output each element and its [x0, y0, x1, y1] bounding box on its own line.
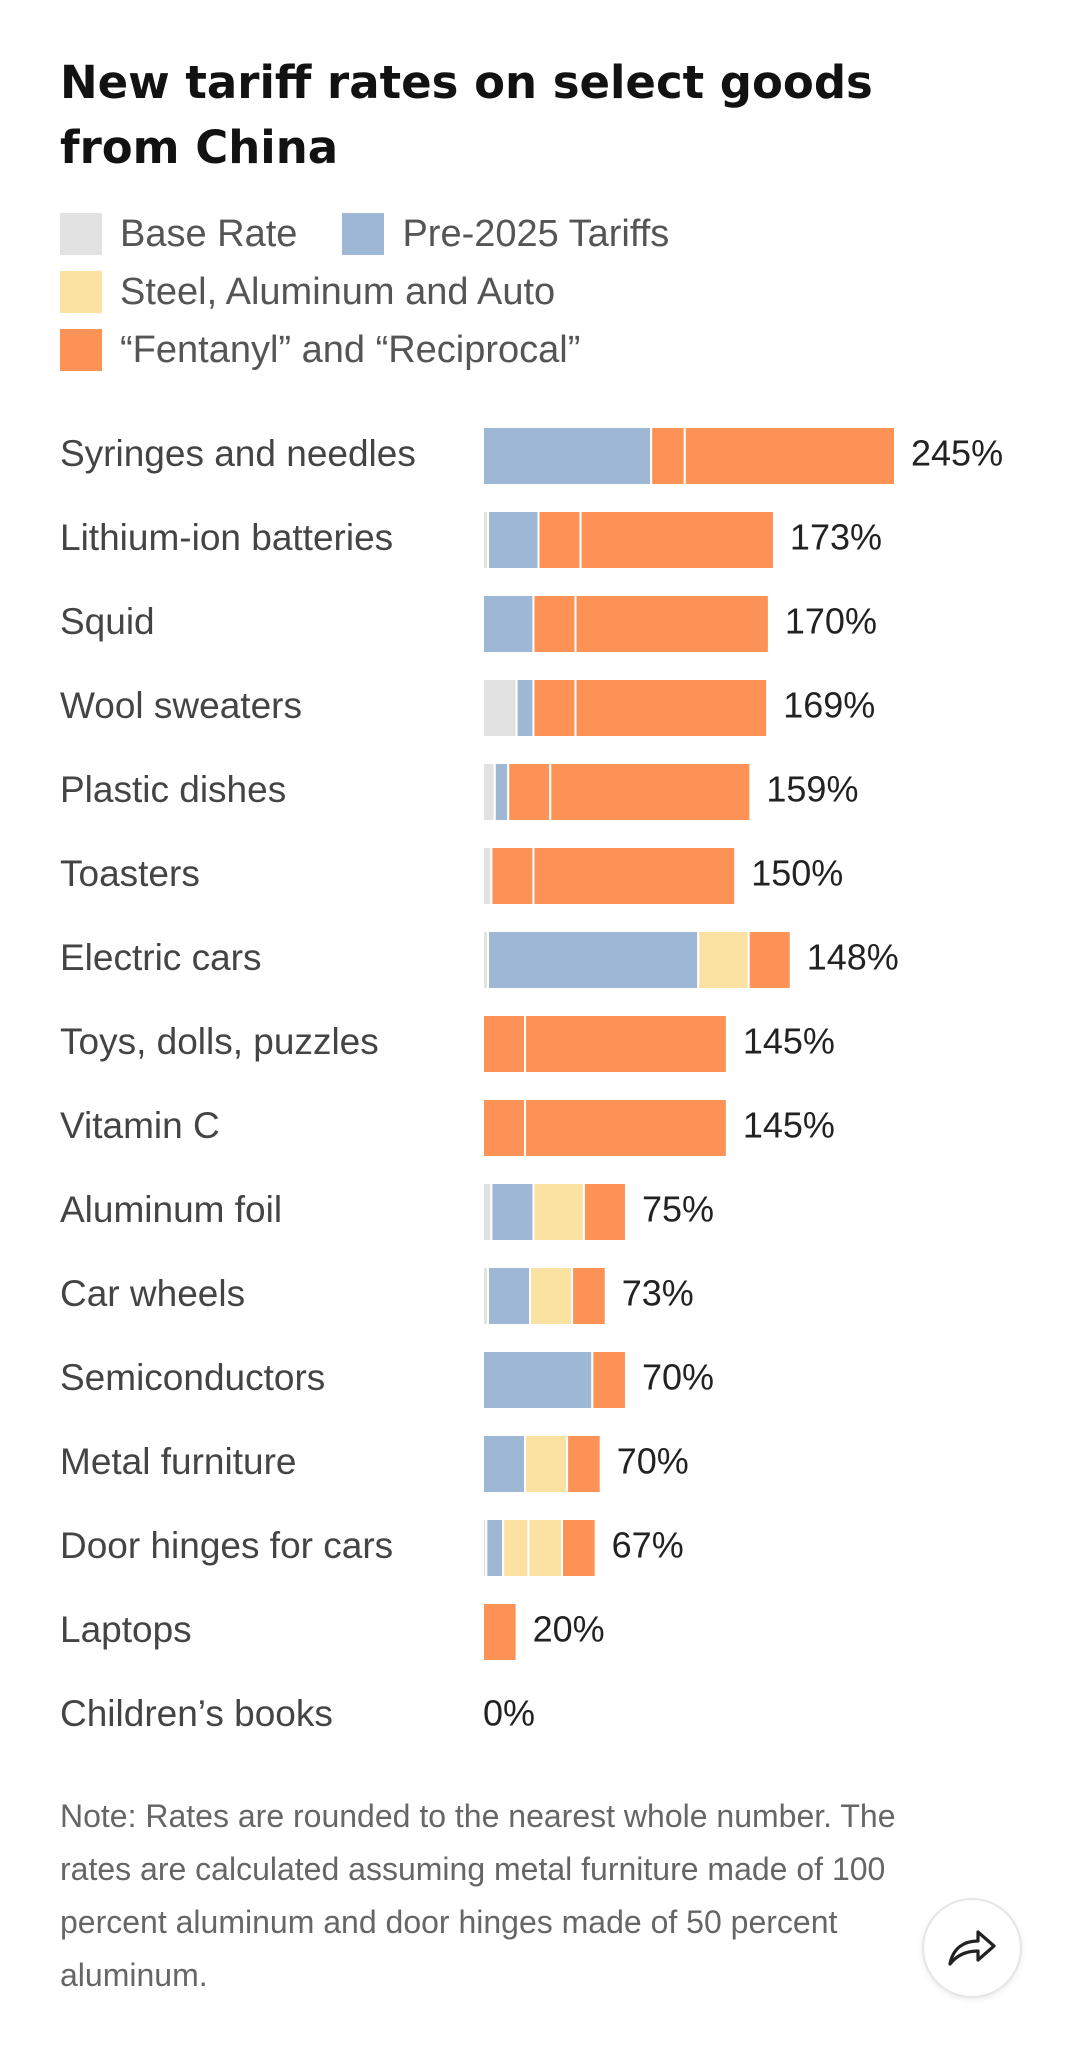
value-label-toasters: 150% — [751, 853, 843, 894]
bar-segment-aluminum-foil-base-rate-0 — [482, 1182, 493, 1242]
category-label-metal-furniture: Metal furniture — [60, 1441, 297, 1482]
chart-title: New tariff rates on select goods from Ch… — [60, 56, 873, 174]
category-label-electric-cars: Electric cars — [60, 937, 261, 978]
bar-segment-toasters-fentanyl-and-reciprocal-2 — [532, 846, 737, 906]
bar-segment-laptops-fentanyl-and-reciprocal-0 — [482, 1602, 518, 1662]
category-label-squid: Squid — [60, 601, 155, 642]
bar-segment-door-hinges-for-cars-fentanyl-and-reciprocal-4 — [561, 1518, 597, 1578]
legend-swatch-pre-2025 — [342, 213, 385, 255]
bar-segment-door-hinges-for-cars-steel-aluminum-and-auto-2 — [502, 1518, 530, 1578]
bar-segment-toys-dolls-puzzles-fentanyl-and-reciprocal-0 — [482, 1014, 527, 1074]
value-label-metal-furniture: 70% — [617, 1441, 689, 1482]
share-arrow-icon — [948, 1930, 996, 1966]
bar-segment-toasters-base-rate-0 — [482, 846, 493, 906]
value-label-aluminum-foil: 75% — [642, 1189, 714, 1230]
value-label-children-s-books: 0% — [483, 1693, 535, 1734]
legend-swatch-fentanyl-reciprocal — [60, 329, 102, 371]
legend-swatch-steel-aluminum-auto — [60, 271, 102, 313]
value-label-laptops: 20% — [533, 1609, 605, 1650]
legend-swatch-base-rate — [60, 213, 102, 255]
share-button[interactable] — [922, 1898, 1022, 1998]
bar-segment-electric-cars-fentanyl-and-reciprocal-3 — [747, 930, 792, 990]
value-label-car-wheels: 73% — [622, 1273, 694, 1314]
bar-segment-metal-furniture-pre-2025-tariffs-0 — [482, 1434, 527, 1494]
bar-segment-car-wheels-steel-aluminum-and-auto-2 — [529, 1266, 574, 1326]
category-label-semiconductors: Semiconductors — [60, 1357, 325, 1398]
value-label-semiconductors: 70% — [642, 1357, 714, 1398]
category-label-toys-dolls-puzzles: Toys, dolls, puzzles — [60, 1021, 379, 1062]
category-label-plastic-dishes: Plastic dishes — [60, 769, 286, 810]
bar-segment-car-wheels-pre-2025-tariffs-1 — [487, 1266, 532, 1326]
bar-segment-vitamin-c-fentanyl-and-reciprocal-1 — [524, 1098, 728, 1158]
bar-segment-squid-fentanyl-and-reciprocal-2 — [574, 594, 770, 654]
category-label-car-wheels: Car wheels — [60, 1273, 245, 1314]
bar-segment-car-wheels-fentanyl-and-reciprocal-3 — [571, 1266, 607, 1326]
bar-segment-semiconductors-fentanyl-and-reciprocal-1 — [591, 1350, 627, 1410]
bar-segment-toasters-fentanyl-and-reciprocal-1 — [490, 846, 535, 906]
value-label-lithium-ion-batteries: 173% — [790, 517, 882, 558]
bar-segment-lithium-ion-batteries-fentanyl-and-reciprocal-3 — [579, 510, 775, 570]
category-label-toasters: Toasters — [60, 853, 200, 894]
bar-chart: Syringes and needles 245% Lithium-ion batt… — [60, 426, 1003, 1734]
value-label-vitamin-c: 145% — [743, 1105, 835, 1146]
bar-segment-lithium-ion-batteries-pre-2025-tariffs-1 — [487, 510, 540, 570]
category-label-children-s-books: Children’s books — [60, 1693, 333, 1734]
bar-segment-syringes-and-needles-fentanyl-and-reciprocal-2 — [650, 426, 686, 486]
category-label-vitamin-c: Vitamin C — [60, 1105, 220, 1146]
value-label-electric-cars: 148% — [807, 937, 899, 978]
legend-item-fentanyl-reciprocal: “Fentanyl” and “Reciprocal” — [60, 329, 580, 372]
bar-segment-metal-furniture-fentanyl-and-reciprocal-2 — [566, 1434, 602, 1494]
bar-segment-electric-cars-steel-aluminum-and-auto-2 — [697, 930, 750, 990]
bar-segment-plastic-dishes-pre-2025-tariffs-1 — [493, 762, 510, 822]
legend: Base Rate Pre-2025 Tariffs Steel, Alumin… — [60, 205, 714, 379]
legend-label-pre-2025: Pre-2025 Tariffs — [402, 212, 670, 255]
legend-row: Base Rate Pre-2025 Tariffs — [60, 205, 714, 263]
bar-segment-metal-furniture-steel-aluminum-and-auto-1 — [524, 1434, 569, 1494]
bar-segment-aluminum-foil-steel-aluminum-and-auto-2 — [532, 1182, 585, 1242]
bar-segment-semiconductors-pre-2025-tariffs-0 — [482, 1350, 594, 1410]
legend-label-steel-aluminum-auto: Steel, Aluminum and Auto — [120, 270, 556, 313]
value-label-plastic-dishes: 159% — [766, 769, 858, 810]
bar-segment-squid-fentanyl-and-reciprocal-1 — [532, 594, 577, 654]
bar-segment-plastic-dishes-base-rate-0 — [482, 762, 496, 822]
value-label-syringes-and-needles: 245% — [911, 433, 1003, 474]
value-label-wool-sweaters: 169% — [783, 685, 875, 726]
bar-segment-toys-dolls-puzzles-fentanyl-and-reciprocal-1 — [524, 1014, 728, 1074]
value-label-squid: 170% — [785, 601, 877, 642]
category-label-syringes-and-needles: Syringes and needles — [60, 433, 416, 474]
bar-segment-electric-cars-pre-2025-tariffs-1 — [487, 930, 700, 990]
bar-segment-aluminum-foil-pre-2025-tariffs-1 — [490, 1182, 535, 1242]
bar-segment-syringes-and-needles-fentanyl-and-reciprocal-3 — [683, 426, 896, 486]
legend-item-steel-aluminum-auto: Steel, Aluminum and Auto — [60, 271, 555, 314]
category-label-lithium-ion-batteries: Lithium-ion batteries — [60, 517, 393, 558]
bar-segment-wool-sweaters-fentanyl-and-reciprocal-2 — [532, 678, 577, 738]
bar-segment-wool-sweaters-fentanyl-and-reciprocal-3 — [574, 678, 769, 738]
bar-segment-door-hinges-for-cars-steel-aluminum-and-auto-3 — [527, 1518, 564, 1578]
legend-label-fentanyl-reciprocal: “Fentanyl” and “Reciprocal” — [120, 328, 581, 371]
value-label-door-hinges-for-cars: 67% — [612, 1525, 684, 1566]
bar-segment-plastic-dishes-fentanyl-and-reciprocal-3 — [549, 762, 752, 822]
bar-segment-syringes-and-needles-pre-2025-tariffs-1 — [482, 426, 653, 486]
legend-label-base-rate: Base Rate — [120, 212, 298, 255]
bar-segment-vitamin-c-fentanyl-and-reciprocal-0 — [482, 1098, 527, 1158]
legend-row: Steel, Aluminum and Auto — [60, 263, 714, 321]
bar-segment-wool-sweaters-base-rate-0 — [482, 678, 518, 738]
bar-segment-squid-pre-2025-tariffs-0 — [482, 594, 535, 654]
legend-row: “Fentanyl” and “Reciprocal” — [60, 321, 714, 379]
bar-segment-wool-sweaters-pre-2025-tariffs-1 — [515, 678, 535, 738]
legend-item-base-rate: Base Rate — [60, 213, 297, 256]
value-label-toys-dolls-puzzles: 145% — [743, 1021, 835, 1062]
bar-segment-door-hinges-for-cars-pre-2025-tariffs-1 — [485, 1518, 505, 1578]
category-label-aluminum-foil: Aluminum foil — [60, 1189, 282, 1230]
bar-segment-lithium-ion-batteries-fentanyl-and-reciprocal-2 — [537, 510, 582, 570]
category-label-door-hinges-for-cars: Door hinges for cars — [60, 1525, 393, 1566]
category-label-wool-sweaters: Wool sweaters — [60, 685, 302, 726]
bar-segment-aluminum-foil-fentanyl-and-reciprocal-3 — [582, 1182, 627, 1242]
footnote: Note: Rates are rounded to the nearest w… — [60, 1798, 896, 1993]
bar-segment-plastic-dishes-fentanyl-and-reciprocal-2 — [507, 762, 552, 822]
legend-item-pre-2025: Pre-2025 Tariffs — [342, 213, 669, 256]
category-label-laptops: Laptops — [60, 1609, 192, 1650]
